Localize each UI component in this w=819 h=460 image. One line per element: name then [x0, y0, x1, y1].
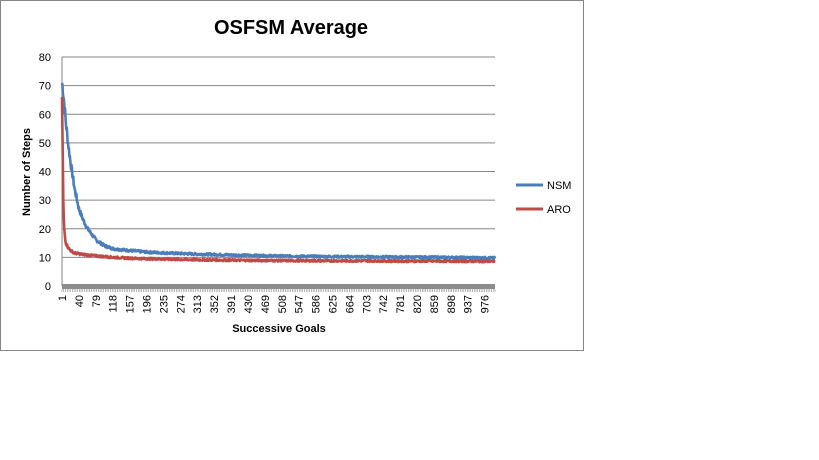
x-tick-label: 391 — [226, 295, 238, 313]
y-tick-label: 20 — [39, 224, 51, 236]
x-tick-label: 742 — [378, 295, 390, 313]
series-line-nsm — [60, 82, 497, 261]
x-tick-label: 352 — [209, 295, 221, 313]
y-tick-label: 10 — [39, 252, 51, 264]
legend-label-aro: ARO — [547, 204, 571, 216]
gridlines — [61, 56, 496, 292]
y-tick-label: 70 — [39, 81, 51, 93]
x-tick-label: 781 — [395, 295, 407, 313]
x-tick-label: 625 — [327, 295, 339, 313]
x-tick-label: 118 — [108, 295, 120, 313]
series-line-aro — [60, 97, 496, 264]
x-tick-label: 976 — [480, 295, 492, 313]
x-tick-label: 508 — [277, 295, 289, 313]
y-tick-label: 60 — [39, 109, 51, 121]
x-tick-label: 235 — [158, 295, 170, 313]
x-tick-label: 859 — [429, 295, 441, 313]
x-tick-label: 157 — [125, 295, 137, 313]
y-tick-label: 30 — [39, 195, 51, 207]
x-tick-label: 469 — [260, 295, 272, 313]
x-tick-label: 1 — [57, 295, 69, 301]
x-tick-label: 196 — [142, 295, 154, 313]
x-tick-label: 547 — [294, 295, 306, 313]
chart-frame: OSFSM Average 0 10 20 30 40 50 60 70 80 1 40 79 118… — [0, 0, 584, 351]
x-tick-label: 664 — [344, 295, 356, 313]
y-tick-label: 0 — [45, 281, 51, 293]
x-tick-labels: 1 40 79 118 157 196 235 274 313 352 391 430 469 508 54… — [57, 295, 492, 313]
x-tick-label: 937 — [463, 295, 475, 313]
x-tick-label: 79 — [91, 295, 103, 307]
x-tick-label: 820 — [412, 295, 424, 313]
x-tick-label: 703 — [361, 295, 373, 313]
y-axis-label: Number of Steps — [21, 128, 33, 216]
x-axis-line — [62, 284, 495, 289]
x-tick-label: 430 — [243, 295, 255, 313]
chart-title: OSFSM Average — [214, 17, 368, 39]
y-tick-label: 50 — [39, 138, 51, 150]
x-tick-label: 40 — [74, 295, 86, 307]
x-tick-label: 586 — [311, 295, 323, 313]
line-chart: OSFSM Average 0 10 20 30 40 50 60 70 80 1 40 79 118… — [21, 17, 571, 335]
legend: NSM ARO — [516, 180, 571, 216]
y-tick-labels: 0 10 20 30 40 50 60 70 80 — [39, 52, 51, 293]
legend-label-nsm: NSM — [547, 180, 571, 192]
x-tick-label: 274 — [175, 295, 187, 313]
x-axis-label: Successive Goals — [232, 323, 326, 335]
series-lines — [60, 82, 497, 264]
x-tick-label: 898 — [446, 295, 458, 313]
x-tick-label: 313 — [192, 295, 204, 313]
y-tick-label: 80 — [39, 52, 51, 64]
y-tick-label: 40 — [39, 167, 51, 179]
